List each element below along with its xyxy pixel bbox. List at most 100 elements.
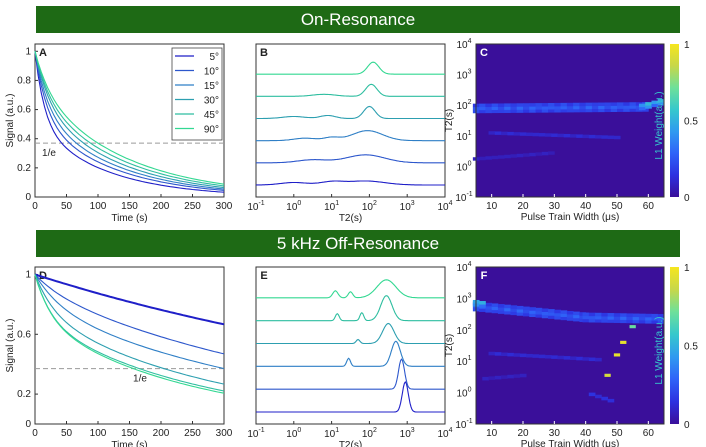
panel-f-cell xyxy=(532,354,540,358)
panel-c-xtick-label: 50 xyxy=(611,201,623,212)
panel-a-1e-label: 1/e xyxy=(42,148,56,159)
panel-c-xtick-label: 10 xyxy=(486,201,498,212)
panel-f-cell xyxy=(638,313,646,318)
panel-e-xtick-label: 102 xyxy=(362,427,377,440)
panel-d-ytick-label: 0.6 xyxy=(17,329,31,340)
panel-c-cell xyxy=(516,103,524,107)
panel-c-cell xyxy=(510,103,518,107)
panel-f-cell xyxy=(516,312,524,316)
panel-f-xlabel: Pulse Train Width (μs) xyxy=(521,439,620,447)
panel-c-cell xyxy=(529,152,536,157)
panel-f-cell xyxy=(554,309,561,314)
panel-a-xtick-label: 0 xyxy=(32,201,38,212)
panel-c-label: C xyxy=(480,47,488,59)
panel-c-cell xyxy=(604,105,612,109)
panel-c-cell xyxy=(591,108,599,113)
panel-f-cell xyxy=(523,312,530,317)
panel-f-cell xyxy=(541,311,549,316)
panel-f-cell xyxy=(497,310,505,314)
panel-f-cell xyxy=(494,375,502,380)
panel-f-cell xyxy=(573,311,580,316)
panel-c-cell xyxy=(491,155,499,160)
panel-c-xlabel: Pulse Train Width (μs) xyxy=(521,212,620,223)
panel-f-cell xyxy=(560,310,568,314)
panel-f-cell xyxy=(573,314,580,319)
panel-f-cell xyxy=(541,308,549,312)
panel-c-cell xyxy=(535,106,543,110)
panel-c-cell xyxy=(491,103,499,107)
panel-f-xtick-label: 20 xyxy=(517,428,529,439)
panel-f-cell xyxy=(535,314,543,318)
panel-f-hotspot xyxy=(620,340,627,344)
panel-f-cell xyxy=(516,305,524,310)
panel-c-ylabel: T2(s) xyxy=(444,109,455,132)
panel-b-spectrum-6 xyxy=(256,61,445,75)
panel-c-cell xyxy=(516,106,524,110)
banner-on-resonance: On-Resonance xyxy=(36,6,680,33)
panel-c-cell xyxy=(497,109,505,114)
panel-f-hotspot xyxy=(604,373,611,377)
panel-e-xtick-label: 10-1 xyxy=(247,427,264,440)
panel-f-cell xyxy=(491,309,499,314)
panel-f-cell xyxy=(541,314,549,319)
panel-c-cell xyxy=(535,109,543,113)
panel-e-xtick-label: 103 xyxy=(400,427,415,440)
panel-f-cell xyxy=(529,313,536,318)
panel-f-cell xyxy=(576,356,583,361)
panel-c-ytick-label: 102 xyxy=(456,99,471,112)
panel-f-colorbar xyxy=(670,267,679,424)
panel-c-cell xyxy=(551,133,558,137)
panel-c-cell xyxy=(535,152,543,156)
panel-f-cell xyxy=(544,355,552,359)
panel-c-cell xyxy=(510,106,518,110)
panel-f-cell xyxy=(485,302,493,307)
panel-f-cell xyxy=(513,353,521,357)
panel-c-cell xyxy=(535,103,543,107)
panel-a-curve-5 xyxy=(34,51,225,187)
panel-c-cell xyxy=(645,105,652,109)
panel-f-cell xyxy=(510,305,518,309)
legend-entry-1: 5° xyxy=(209,52,219,63)
panel-e-label: E xyxy=(260,270,267,282)
panel-f-cell xyxy=(607,319,615,323)
panel-f-cell xyxy=(645,313,652,318)
panel-f-cell xyxy=(563,356,571,360)
panel-c-cell xyxy=(554,102,561,107)
panel-c-cell xyxy=(485,106,493,111)
panel-c-cell xyxy=(560,105,568,110)
panel-f-cell xyxy=(491,303,499,307)
panel-e-xtick-label: 100 xyxy=(286,427,301,440)
panel-f-cell xyxy=(485,305,493,310)
legend-box xyxy=(171,47,223,141)
panel-c-cell xyxy=(657,99,665,103)
panel-f-label: F xyxy=(481,270,488,282)
panel-f-cell xyxy=(582,315,590,320)
panel-c-cell xyxy=(529,103,536,107)
panel-c-cell xyxy=(585,105,593,110)
panel-f-cell xyxy=(595,315,602,320)
panel-f-cell xyxy=(523,306,530,311)
panel-f-cell xyxy=(588,357,596,362)
panel-e-frame xyxy=(255,266,446,425)
panel-f-cell xyxy=(651,313,659,318)
panel-f-cell xyxy=(645,316,652,321)
panel-f-cell xyxy=(523,309,530,314)
panel-f-cell xyxy=(626,313,634,317)
panel-f-cell xyxy=(504,307,511,312)
panel-f-cell xyxy=(526,353,533,358)
panel-f-cell xyxy=(566,317,574,321)
panel-f-ytick-label: 101 xyxy=(456,355,471,368)
panel-f-cell xyxy=(488,351,496,356)
panel-c-cell xyxy=(548,151,555,155)
panel-c-cell xyxy=(548,109,555,113)
panel-f-ytick-label: 10-1 xyxy=(455,418,472,431)
panel-b-label: B xyxy=(260,47,268,59)
panel-a-curve-2 xyxy=(34,51,225,191)
panel-d-xtick-label: 300 xyxy=(216,428,233,439)
panel-e-spectrum-2 xyxy=(256,358,445,390)
panel-f-cell xyxy=(548,312,555,316)
panel-c-cell xyxy=(623,108,630,112)
panel-c-cell xyxy=(573,102,580,107)
panel-c-cell xyxy=(566,108,574,113)
panel-c-ytick-label: 100 xyxy=(456,160,471,173)
